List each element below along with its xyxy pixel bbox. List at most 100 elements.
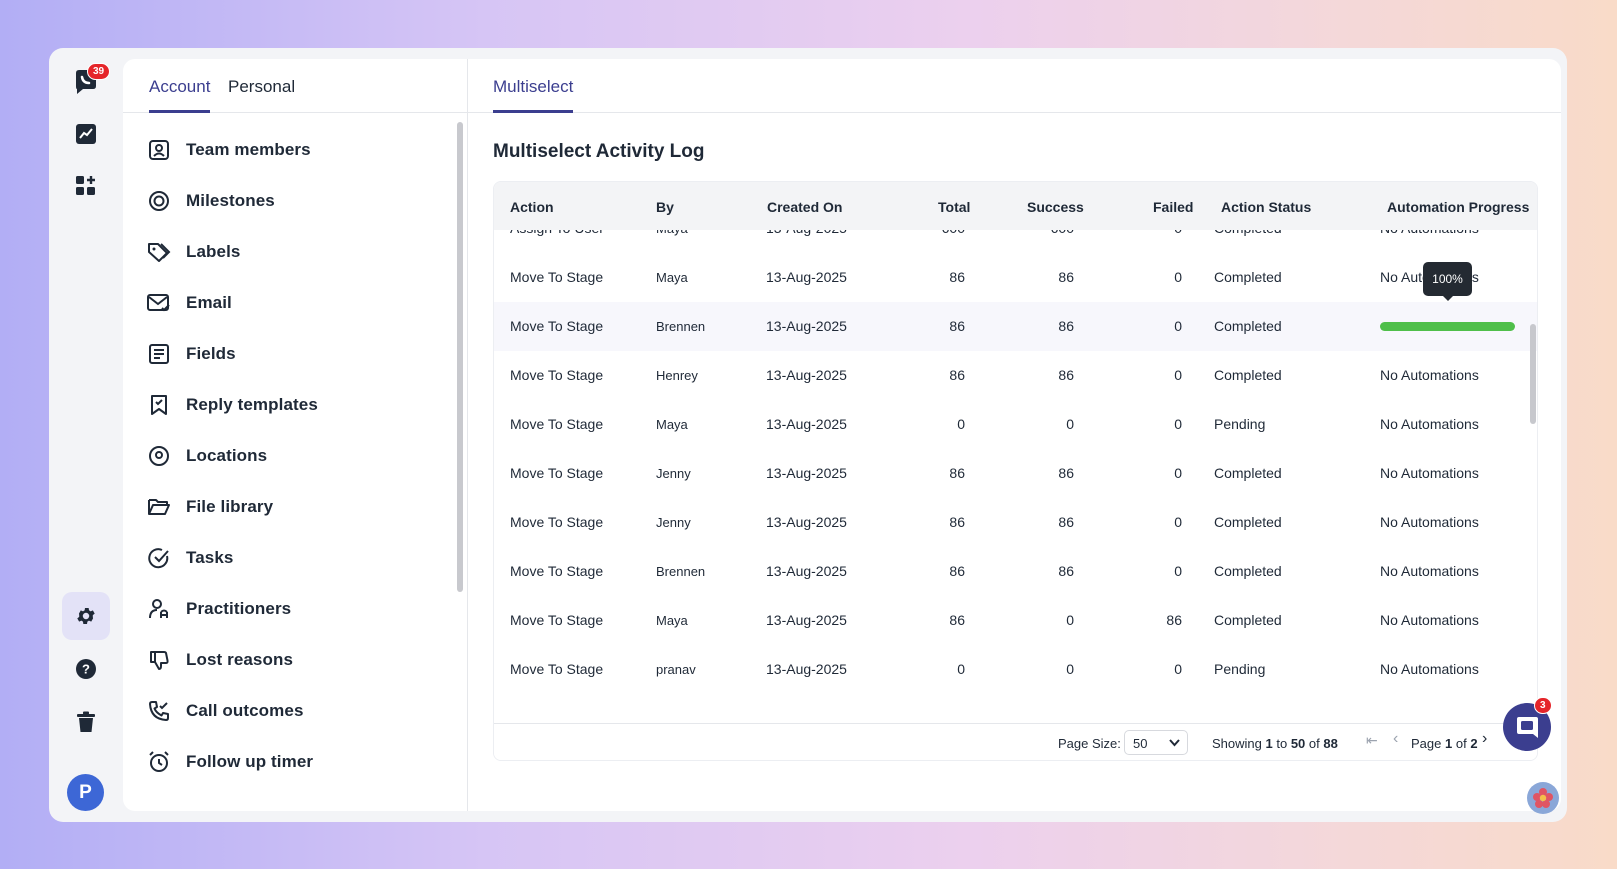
chevron-down-icon [1169,739,1180,747]
tab-personal[interactable]: Personal [228,77,296,96]
menu-item-practitioners[interactable]: Practitioners [147,589,291,629]
help-button[interactable]: ? [62,645,110,693]
showing-summary: Showing 1 to 50 of 88 [1212,736,1338,751]
cell-action: Move To Stage [510,514,604,530]
next-page-icon[interactable]: › [1482,730,1488,747]
lost-reasons-icon [147,648,171,672]
menu-item-label: Locations [186,446,268,465]
cell-by: pranav [656,662,696,677]
menu-item-reply-templates[interactable]: Reply templates [147,385,318,425]
table-row[interactable]: Move To Stage Henrey 13-Aug-2025 86 86 0 Compl… [494,351,1537,400]
table-row[interactable]: Move To Stage Brennen 13-Aug-2025 86 86 0 Comp… [494,547,1537,596]
cell-total: 86 [949,465,965,481]
column-header-action[interactable]: Action [510,199,554,215]
column-header-action-status[interactable]: Action Status [1221,199,1312,215]
tab-account[interactable]: Account [149,77,211,113]
table-scrollbar[interactable] [1530,324,1536,424]
settings-tabs: Account Personal [123,59,467,113]
cell-by: Henrey [656,368,698,383]
tab-multiselect[interactable]: Multiselect [493,77,574,113]
total-pages: 2 [1470,736,1478,751]
cell-action-status: Completed [1214,367,1282,383]
table-row[interactable]: Move To Stage Maya 13-Aug-2025 86 0 86 Complet… [494,596,1537,645]
cell-total: 86 [949,514,965,530]
first-page-icon[interactable]: ⇤ [1366,732,1378,748]
cell-created-on: 13-Aug-2025 [766,563,847,579]
menu-item-email[interactable]: Email [147,283,232,323]
cell-created-on: 13-Aug-2025 [766,514,847,530]
app-window: 39 ? [49,48,1567,822]
labels-icon [147,240,171,264]
activity-log-table: Action By Created On Total Success Faile… [493,181,1538,761]
cell-success: 86 [1058,514,1074,530]
menu-item-file-library[interactable]: File library [147,487,273,527]
table-row[interactable]: Move To Stage Jenny 13-Aug-2025 86 86 0 Comple… [494,498,1537,547]
reply-templates-icon [147,393,171,417]
menu-item-follow-up-timer[interactable]: Follow up timer [147,742,313,782]
trash-button[interactable] [62,698,110,746]
column-header-failed[interactable]: Failed [1153,199,1194,215]
page-size-select[interactable]: 50 [1124,730,1188,755]
cell-by: Brennen [656,319,706,334]
menu-item-milestones[interactable]: Milestones [147,181,275,221]
previous-page-icon[interactable]: ‹ [1393,730,1399,747]
menu-item-label: Follow up timer [186,752,314,771]
automation-progress-bar[interactable] [1380,322,1515,331]
menu-item-team-members[interactable]: Team members [147,130,311,170]
page-indicator: Page 1 of 2 [1411,736,1478,751]
chat-logo-button[interactable]: 39 [62,58,111,106]
support-chat-button[interactable]: 3 [1503,697,1552,751]
menu-item-call-outcomes[interactable]: Call outcomes [147,691,304,731]
column-header-by[interactable]: By [656,199,674,215]
cell-by: Jenny [656,466,691,481]
table-row[interactable]: Move To Stage Brennen 13-Aug-2025 86 86 0 Comp… [494,262,1537,351]
cell-automation-progress: No Automations [1380,563,1479,579]
cell-success: 0 [1066,612,1074,628]
table-row[interactable]: Move To Stage pranav 13-Aug-2025 0 0 0 Pending… [494,645,1537,694]
table-row[interactable]: Move To Stage Maya 13-Aug-2025 86 86 0 Complet… [494,253,1537,302]
menu-item-label: Team members [186,140,311,159]
left-rail: 39 ? [49,48,122,822]
settings-button[interactable] [62,592,110,640]
table-row[interactable]: Move To Stage Jenny 13-Aug-2025 86 86 0 Comple… [494,449,1537,498]
settings-panel: Account Personal Team members Milestones [123,59,468,811]
cell-automation-progress: No Automations [1380,367,1479,383]
table-row[interactable]: Move To Stage Maya 13-Aug-2025 0 0 0 Pending No… [494,400,1537,449]
column-header-automation-progress[interactable]: Automation Progress [1387,199,1530,215]
menu-item-label: Labels [186,242,241,261]
analytics-button[interactable] [62,110,110,158]
cell-success: 0 [1066,416,1074,432]
file-library-icon [147,495,171,519]
table-header: Action By Created On Total Success Faile… [494,182,1537,230]
practitioners-icon [147,597,171,621]
cell-by: Jenny [656,515,691,530]
cell-total: 86 [949,367,965,383]
page-title: Multiselect Activity Log [493,141,705,162]
menu-item-label: Call outcomes [186,701,304,720]
follow-up-timer-icon [147,750,171,774]
menu-item-tasks[interactable]: Tasks [147,538,233,578]
menu-item-labels[interactable]: Labels [147,232,240,272]
cell-success: 86 [1058,318,1074,334]
widgets-button[interactable] [62,162,110,210]
assistant-flower-button[interactable] [1527,782,1559,814]
menu-item-label: Email [186,293,232,312]
cell-by: Brennen [656,564,706,579]
cell-total: 0 [957,416,965,432]
cell-failed: 0 [1174,563,1182,579]
menu-item-locations[interactable]: Locations [147,436,267,476]
column-header-success[interactable]: Success [1027,199,1084,215]
page-size-value: 50 [1133,736,1148,751]
cell-success: 0 [1066,661,1074,677]
menu-item-fields[interactable]: Fields [147,334,236,374]
menu-item-lost-reasons[interactable]: Lost reasons [147,640,293,680]
settings-scrollbar[interactable] [457,122,463,592]
column-header-total[interactable]: Total [938,199,971,215]
column-header-created-on[interactable]: Created On [767,199,843,215]
help-icon: ? [76,659,96,679]
cell-created-on: 13-Aug-2025 [766,269,847,285]
cell-failed: 0 [1174,269,1182,285]
cell-by: Maya [656,613,688,628]
user-avatar[interactable]: P [67,774,104,811]
showing-to: 50 [1290,736,1306,751]
